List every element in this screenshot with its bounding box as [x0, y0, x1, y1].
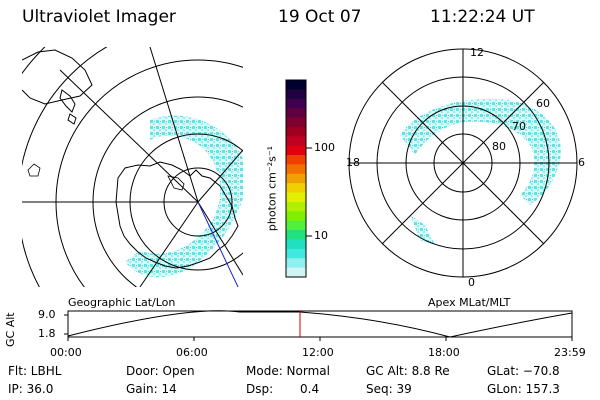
colorbar-cell	[286, 136, 306, 147]
colorbar-cell	[286, 230, 306, 240]
dsp-value: 0.4	[300, 382, 320, 396]
colorbar-cell	[286, 155, 306, 165]
colorbar	[286, 80, 306, 278]
colorbar-cell	[286, 248, 306, 259]
filter-info: Flt: LBHL	[8, 364, 62, 378]
mode-info: Mode: Normal	[246, 364, 330, 378]
track-line	[197, 201, 239, 287]
date-label: 19 Oct 07	[278, 7, 362, 27]
colorbar-cell	[286, 192, 306, 203]
mlat-label-60: 60	[536, 97, 550, 110]
colorbar-cell	[286, 267, 306, 278]
timeline-y-title: GC Alt	[4, 312, 17, 347]
ip-info: IP: 36.0	[8, 382, 54, 396]
colorbar-tick-10: 10	[314, 229, 328, 242]
timeline-x-tick-0600: 06:00	[176, 346, 208, 359]
colorbar-cell	[286, 164, 306, 175]
meridians	[22, 47, 243, 287]
timeline-y-tick-high: 9.0	[38, 308, 56, 321]
dsp-label: Dsp:	[246, 382, 274, 396]
colorbar-cell	[286, 126, 306, 137]
colorbar-cell	[286, 108, 306, 119]
colorbar-cell	[286, 183, 306, 194]
instrument-title: Ultraviolet Imager	[22, 7, 176, 27]
geographic-map	[22, 47, 243, 287]
mlat-label-70: 70	[512, 120, 526, 133]
colorbar-cell	[286, 117, 306, 128]
geographic-caption: Geographic Lat/Lon	[68, 296, 176, 309]
glat-info: GLat: −70.8	[487, 364, 560, 378]
aurora-oval-geo	[125, 115, 243, 278]
colorbar-cell	[286, 173, 306, 184]
gc-alt-info: GC Alt: 8.8 Re	[366, 364, 450, 378]
colorbar-cell	[286, 98, 306, 109]
altitude-curve	[67, 310, 573, 338]
mlt-label-6: 6	[578, 156, 585, 169]
colorbar-cell	[286, 220, 306, 231]
antarctica-coastline	[115, 161, 239, 269]
seq-info: Seq: 39	[366, 382, 412, 396]
timeline-x-tick-1800: 18:00	[428, 346, 460, 359]
mlat-label-80: 80	[492, 140, 506, 153]
colorbar-cell	[286, 239, 306, 250]
altitude-timeline	[64, 310, 573, 341]
colorbar-cell	[286, 89, 306, 100]
colorbar-cell	[286, 145, 306, 156]
colorbar-unit-label: photon cm⁻²s⁻¹	[265, 145, 279, 232]
apex-caption: Apex MLat/MLT	[428, 296, 511, 309]
glon-info: GLon: 157.3	[487, 382, 560, 396]
australia-coastline	[22, 49, 93, 105]
mlt-label-12: 12	[470, 46, 484, 59]
time-label: 11:22:24 UT	[430, 7, 535, 27]
colorbar-cell	[286, 80, 306, 90]
new-zealand-coastline	[59, 89, 77, 125]
colorbar-cell	[286, 201, 306, 212]
timeline-y-tick-low: 1.8	[38, 327, 56, 340]
colorbar-cell	[286, 258, 306, 269]
gain-info: Gain: 14	[126, 382, 177, 396]
latitude-circles	[22, 47, 243, 287]
mlt-label-18: 18	[346, 156, 360, 169]
timeline-x-tick-2359: 23:59	[554, 346, 586, 359]
magnetic-polar-plot	[348, 48, 578, 278]
timeline-x-tick-0000: 00:00	[50, 346, 82, 359]
mlt-label-0: 0	[468, 276, 475, 289]
colorbar-cell	[286, 211, 306, 222]
door-info: Door: Open	[126, 364, 195, 378]
timeline-x-tick-1200: 12:00	[302, 346, 334, 359]
colorbar-tick-100: 100	[314, 141, 335, 154]
